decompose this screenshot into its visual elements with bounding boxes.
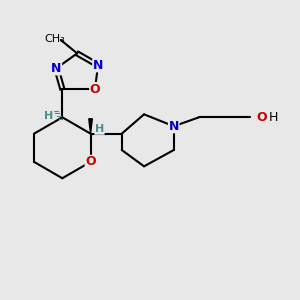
Text: N: N — [51, 62, 62, 75]
Text: O: O — [257, 111, 267, 124]
Text: N: N — [169, 120, 179, 133]
Text: N: N — [93, 59, 103, 72]
Text: CH₃: CH₃ — [44, 34, 65, 44]
Polygon shape — [89, 119, 92, 134]
Text: H: H — [95, 124, 104, 134]
Text: O: O — [85, 155, 96, 168]
Text: O: O — [90, 82, 100, 96]
Text: H: H — [44, 111, 54, 121]
Text: H: H — [269, 111, 278, 124]
